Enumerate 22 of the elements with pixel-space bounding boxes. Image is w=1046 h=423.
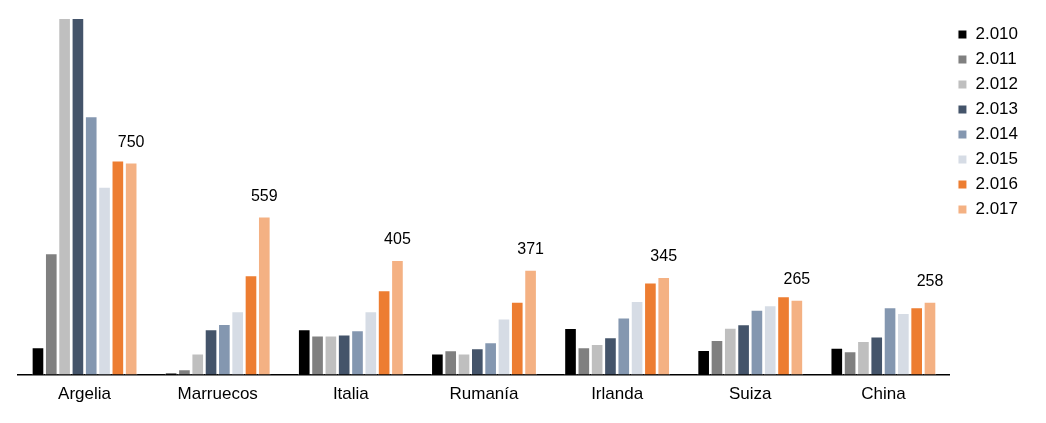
x-tick-label: Suiza [728,384,773,404]
data-label: 750 [117,132,145,150]
legend-label: 2.014 [975,124,1019,144]
legend-label: 2.010 [975,24,1019,44]
data-label: 258 [916,272,944,290]
data-label: 371 [517,240,545,258]
legend-label: 2.011 [975,49,1017,69]
x-tick-label: Marruecos [177,384,258,404]
legend-label: 2.013 [975,99,1019,119]
x-tick-label: Argelia [58,384,112,404]
x-tick-label: Irlanda [591,384,644,404]
x-tick-label: Italia [332,384,370,404]
legend-label: 2.017 [975,199,1019,219]
legend-label: 2.015 [975,149,1019,169]
data-label: 265 [783,270,811,288]
data-label: 345 [650,247,678,265]
legend-label: 2.016 [975,174,1019,194]
x-tick-label: Rumanía [449,384,520,404]
data-label: 559 [250,186,278,204]
data-label: 405 [384,230,411,248]
legend-label: 2.012 [975,74,1019,94]
x-tick-label: China [861,384,907,404]
